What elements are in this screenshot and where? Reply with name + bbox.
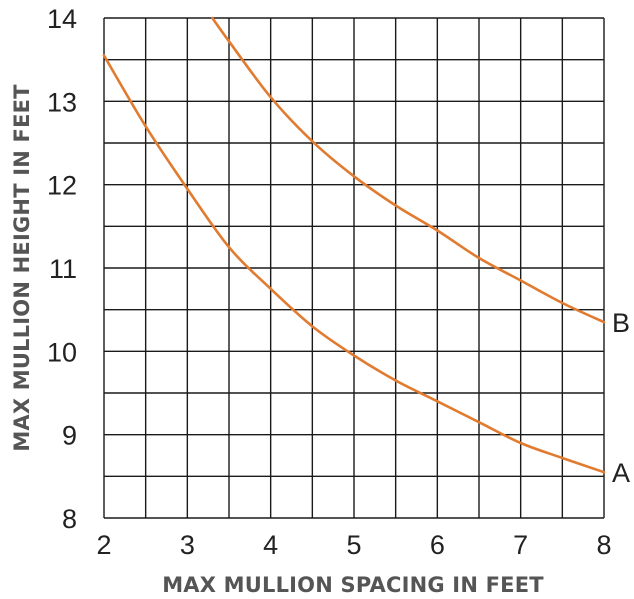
y-tick-label: 8 [62,504,77,534]
y-tick-label: 11 [49,254,77,284]
x-axis-ticks: 2 3 4 5 6 7 8 [96,530,611,560]
series-label-a: A [612,458,630,488]
x-tick-label: 6 [430,530,445,560]
series-label-b: B [612,308,630,338]
x-tick-label: 3 [180,530,195,560]
x-tick-label: 4 [263,530,278,560]
y-tick-label: 12 [47,171,77,201]
y-tick-label: 14 [47,4,77,34]
y-tick-label: 13 [47,87,77,117]
y-axis-title: MAX MULLION HEIGHT IN FEET [10,84,34,452]
grid [103,17,605,519]
series-labels: AB [612,308,630,488]
y-tick-label: 10 [47,337,77,367]
x-tick-label: 7 [513,530,528,560]
x-axis-title: MAX MULLION SPACING IN FEET [162,573,544,597]
x-tick-label: 5 [346,530,361,560]
y-axis-ticks: 8 9 10 11 12 13 14 [47,4,77,534]
series-line-a [102,54,606,474]
x-tick-label: 2 [96,530,111,560]
curves [102,16,606,474]
x-tick-label: 8 [596,530,611,560]
y-tick-label: 9 [62,421,77,451]
series-line-b [211,16,606,324]
